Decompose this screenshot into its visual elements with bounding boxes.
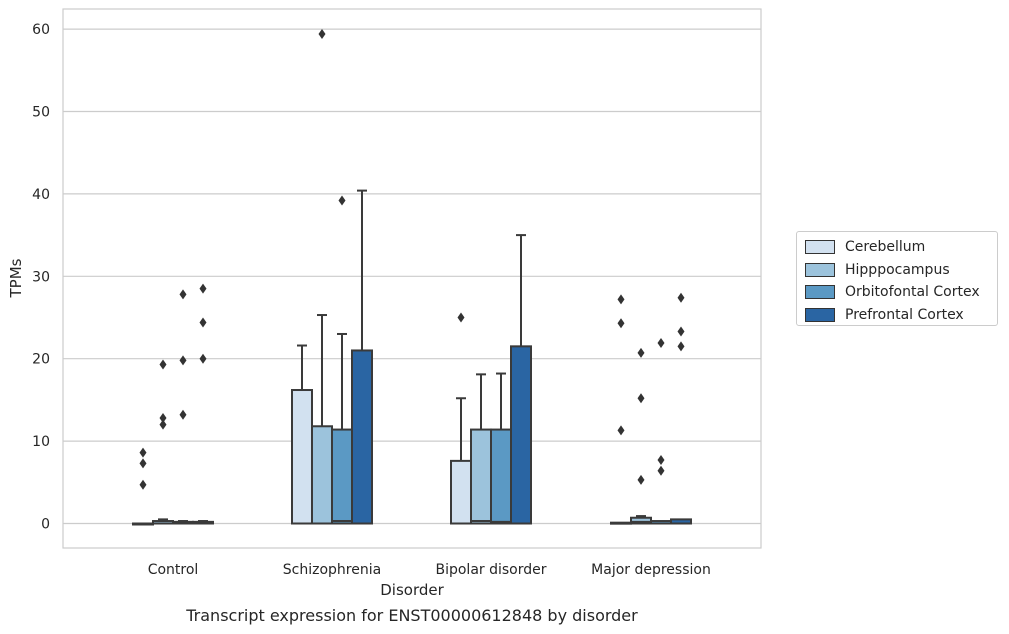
outlier-point xyxy=(677,292,685,303)
outlier-point xyxy=(199,353,207,364)
box xyxy=(450,459,472,525)
x-tick-label: Schizophrenia xyxy=(283,562,381,578)
outlier-point xyxy=(657,338,665,349)
box xyxy=(470,428,492,525)
legend-label: Orbitofontal Cortex xyxy=(845,284,980,301)
legend-swatch xyxy=(805,285,835,300)
outlier-point xyxy=(617,425,625,436)
box xyxy=(490,428,512,525)
outlier-point xyxy=(617,318,625,329)
box xyxy=(351,349,373,525)
x-axis-label: Disorder xyxy=(380,581,444,599)
legend-label: Prefrontal Cortex xyxy=(845,306,964,323)
box-prefrontal-cortex xyxy=(510,234,532,525)
x-tick-labels: Control Schizophrenia Bipolar disorder Majo… xyxy=(148,562,711,578)
outlier-point xyxy=(657,455,665,466)
box-orbitofontal-cortex xyxy=(650,338,672,525)
outlier-point xyxy=(159,413,167,424)
outlier-point xyxy=(677,341,685,352)
box-orbitofontal-cortex xyxy=(172,289,194,525)
box-hipppocampus xyxy=(152,359,174,525)
legend-item: Hipppocampus xyxy=(805,259,991,282)
outlier-point xyxy=(617,294,625,305)
outlier-point xyxy=(199,317,207,328)
outlier-point xyxy=(657,465,665,476)
legend-item: Prefrontal Cortex xyxy=(805,304,991,327)
outlier-point xyxy=(338,195,346,206)
box-prefrontal-cortex xyxy=(351,189,373,525)
box xyxy=(331,428,353,525)
x-tick-label: Major depression xyxy=(591,562,711,578)
outlier-point xyxy=(179,355,187,366)
legend-item: Cerebellum xyxy=(805,236,991,259)
plot-area-frame xyxy=(62,8,762,549)
outlier-point xyxy=(139,458,147,469)
box-layer xyxy=(132,29,692,526)
box-orbitofontal-cortex xyxy=(490,372,512,525)
legend-label: Cerebellum xyxy=(845,239,926,256)
chart-caption: Transcript expression for ENST0000061284… xyxy=(186,606,638,625)
legend-swatch xyxy=(805,262,835,277)
box xyxy=(291,389,313,525)
box-prefrontal-cortex xyxy=(670,292,692,525)
outlier-point xyxy=(139,479,147,490)
outlier-point xyxy=(637,474,645,485)
outlier-point xyxy=(199,283,207,294)
legend-swatch xyxy=(805,307,835,322)
outlier-point xyxy=(637,347,645,358)
outlier-point xyxy=(179,289,187,300)
y-tick-label: 60 xyxy=(32,22,50,38)
y-tick-labels: 0 10 20 30 40 50 60 xyxy=(32,22,50,532)
outlier-point xyxy=(457,312,465,323)
box-hipppocampus xyxy=(311,29,333,525)
box-hipppocampus xyxy=(630,347,652,525)
box xyxy=(311,425,333,525)
box xyxy=(510,345,532,525)
legend: Cerebellum Hipppocampus Orbitofontal Corte… xyxy=(796,231,998,326)
x-tick-label: Bipolar disorder xyxy=(435,562,546,578)
y-tick-label: 20 xyxy=(32,352,50,368)
x-tick-label: Control xyxy=(148,562,199,578)
outlier-point xyxy=(318,29,326,40)
y-tick-label: 10 xyxy=(32,434,50,450)
box-cerebellum xyxy=(450,312,472,525)
box-cerebellum xyxy=(132,447,154,526)
outlier-point xyxy=(637,393,645,404)
gridlines xyxy=(63,28,761,525)
outlier-point xyxy=(159,359,167,370)
legend-swatch xyxy=(805,240,835,255)
outlier-point xyxy=(179,409,187,420)
y-tick-label: 30 xyxy=(32,269,50,285)
outlier-point xyxy=(677,326,685,337)
box-prefrontal-cortex xyxy=(192,283,214,525)
legend-label: Hipppocampus xyxy=(845,261,950,278)
y-tick-label: 50 xyxy=(32,105,50,121)
outlier-point xyxy=(159,419,167,430)
box-cerebellum xyxy=(291,344,313,525)
box-cerebellum xyxy=(610,294,632,525)
box-hipppocampus xyxy=(470,373,492,525)
box-orbitofontal-cortex xyxy=(331,195,353,525)
y-tick-label: 40 xyxy=(32,187,50,203)
y-tick-label: 0 xyxy=(41,517,50,533)
outlier-point xyxy=(139,447,147,458)
legend-item: Orbitofontal Cortex xyxy=(805,281,991,304)
y-axis-label: TPMs xyxy=(7,258,25,298)
